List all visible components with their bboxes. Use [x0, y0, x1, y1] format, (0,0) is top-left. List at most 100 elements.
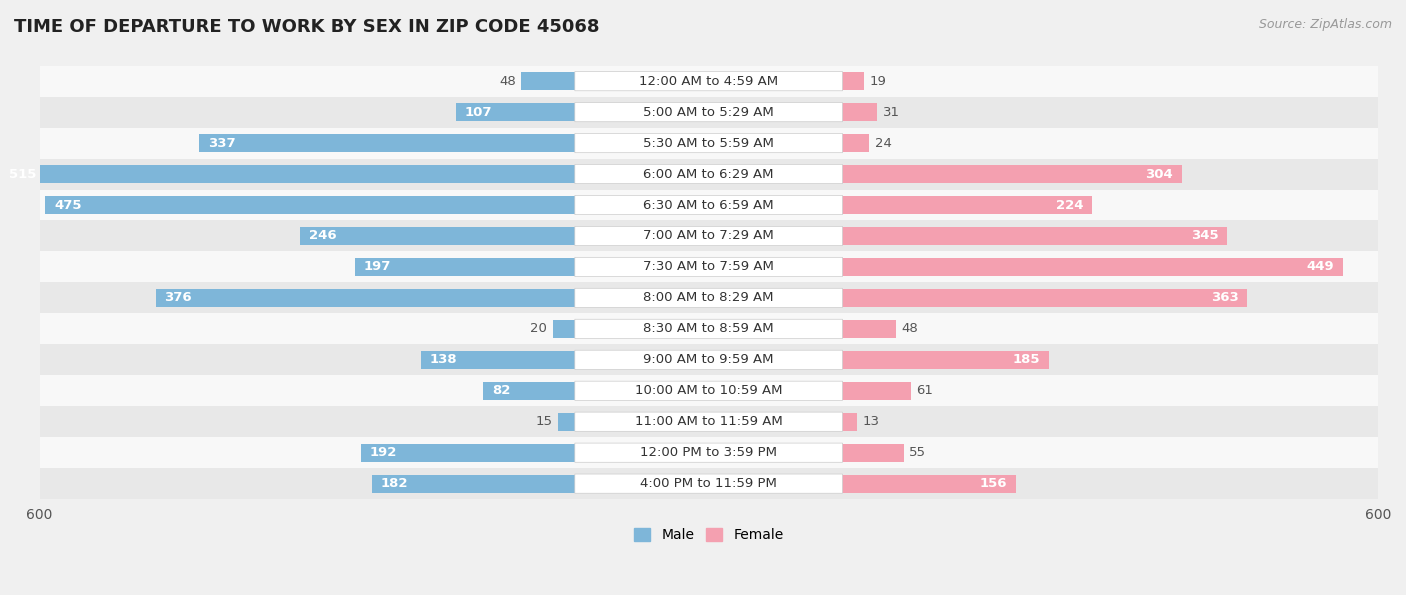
Bar	[842, 382, 911, 400]
Text: 82: 82	[492, 384, 510, 397]
Text: 61: 61	[917, 384, 934, 397]
Text: 107: 107	[464, 106, 492, 118]
FancyBboxPatch shape	[575, 102, 842, 122]
Text: 197: 197	[364, 261, 391, 274]
Bar	[842, 351, 1049, 369]
Text: 12:00 PM to 3:59 PM: 12:00 PM to 3:59 PM	[640, 446, 778, 459]
Bar	[456, 103, 575, 121]
FancyBboxPatch shape	[575, 226, 842, 246]
Bar	[28, 252, 1389, 283]
Bar	[28, 65, 1389, 96]
Bar	[28, 314, 1389, 345]
Bar	[356, 258, 575, 276]
Bar	[842, 475, 1017, 493]
Text: 345: 345	[1191, 230, 1219, 243]
Text: 7:00 AM to 7:29 AM: 7:00 AM to 7:29 AM	[644, 230, 775, 243]
Text: 15: 15	[536, 415, 553, 428]
Bar	[842, 320, 896, 338]
Text: 55: 55	[910, 446, 927, 459]
Bar	[842, 134, 869, 152]
Text: 11:00 AM to 11:59 AM: 11:00 AM to 11:59 AM	[634, 415, 783, 428]
Bar	[558, 413, 575, 431]
FancyBboxPatch shape	[575, 474, 842, 493]
Text: 185: 185	[1012, 353, 1040, 367]
Bar	[28, 406, 1389, 437]
Text: 7:30 AM to 7:59 AM: 7:30 AM to 7:59 AM	[643, 261, 775, 274]
Legend: Male, Female: Male, Female	[628, 523, 789, 548]
Bar	[28, 159, 1389, 190]
Bar	[28, 190, 1389, 221]
Bar	[28, 283, 1389, 314]
FancyBboxPatch shape	[575, 443, 842, 462]
Text: 475: 475	[53, 199, 82, 211]
Text: 5:30 AM to 5:59 AM: 5:30 AM to 5:59 AM	[643, 137, 775, 149]
Text: 138: 138	[430, 353, 457, 367]
Text: 363: 363	[1211, 292, 1239, 305]
Bar	[842, 444, 904, 462]
FancyBboxPatch shape	[575, 71, 842, 91]
Bar	[28, 468, 1389, 499]
Bar	[156, 289, 575, 307]
Text: 9:00 AM to 9:59 AM: 9:00 AM to 9:59 AM	[644, 353, 773, 367]
Bar	[842, 258, 1343, 276]
Bar	[522, 72, 575, 90]
Text: 4:00 PM to 11:59 PM: 4:00 PM to 11:59 PM	[640, 477, 778, 490]
FancyBboxPatch shape	[575, 195, 842, 215]
Text: 19: 19	[869, 75, 886, 87]
Text: 13: 13	[862, 415, 880, 428]
Bar	[45, 196, 575, 214]
Bar	[0, 165, 575, 183]
Text: 48: 48	[901, 322, 918, 336]
Bar	[28, 221, 1389, 252]
Text: 376: 376	[165, 292, 193, 305]
Bar	[842, 72, 863, 90]
FancyBboxPatch shape	[575, 133, 842, 153]
Bar	[553, 320, 575, 338]
Text: 449: 449	[1306, 261, 1334, 274]
FancyBboxPatch shape	[575, 381, 842, 400]
Text: 12:00 AM to 4:59 AM: 12:00 AM to 4:59 AM	[640, 75, 779, 87]
Text: 192: 192	[370, 446, 396, 459]
Bar	[842, 289, 1247, 307]
Text: 6:30 AM to 6:59 AM: 6:30 AM to 6:59 AM	[644, 199, 773, 211]
Bar	[28, 437, 1389, 468]
Bar	[28, 345, 1389, 375]
Text: 6:00 AM to 6:29 AM: 6:00 AM to 6:29 AM	[644, 168, 773, 180]
Text: 224: 224	[1056, 199, 1084, 211]
Text: 156: 156	[980, 477, 1008, 490]
Text: 5:00 AM to 5:29 AM: 5:00 AM to 5:29 AM	[644, 106, 775, 118]
Bar	[842, 103, 877, 121]
Bar	[28, 375, 1389, 406]
Bar	[200, 134, 575, 152]
Bar	[371, 475, 575, 493]
Text: 337: 337	[208, 137, 236, 149]
Bar	[28, 127, 1389, 159]
Text: 515: 515	[10, 168, 37, 180]
FancyBboxPatch shape	[575, 412, 842, 431]
FancyBboxPatch shape	[575, 320, 842, 339]
Text: 8:00 AM to 8:29 AM: 8:00 AM to 8:29 AM	[644, 292, 773, 305]
Text: TIME OF DEPARTURE TO WORK BY SEX IN ZIP CODE 45068: TIME OF DEPARTURE TO WORK BY SEX IN ZIP …	[14, 18, 599, 36]
Text: 31: 31	[883, 106, 900, 118]
FancyBboxPatch shape	[575, 289, 842, 308]
Bar	[842, 227, 1227, 245]
Bar	[842, 165, 1181, 183]
Bar	[301, 227, 575, 245]
FancyBboxPatch shape	[575, 350, 842, 369]
Text: 304: 304	[1144, 168, 1173, 180]
Bar	[842, 413, 858, 431]
Text: 182: 182	[381, 477, 408, 490]
Text: 48: 48	[499, 75, 516, 87]
Text: 20: 20	[530, 322, 547, 336]
Text: 24: 24	[875, 137, 891, 149]
Bar	[842, 196, 1092, 214]
Bar	[28, 96, 1389, 127]
Text: Source: ZipAtlas.com: Source: ZipAtlas.com	[1258, 18, 1392, 31]
FancyBboxPatch shape	[575, 164, 842, 184]
FancyBboxPatch shape	[575, 257, 842, 277]
Bar	[420, 351, 575, 369]
Text: 8:30 AM to 8:59 AM: 8:30 AM to 8:59 AM	[644, 322, 773, 336]
Text: 246: 246	[309, 230, 337, 243]
Text: 10:00 AM to 10:59 AM: 10:00 AM to 10:59 AM	[636, 384, 782, 397]
Bar	[361, 444, 575, 462]
